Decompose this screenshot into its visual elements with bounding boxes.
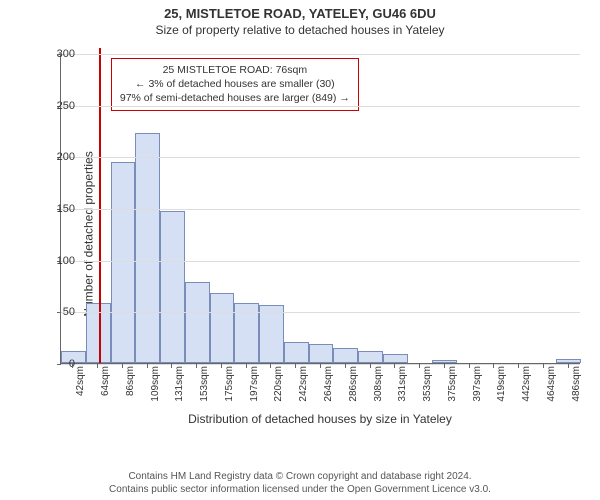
histogram-bar <box>383 354 408 363</box>
histogram-bar <box>358 351 383 363</box>
plot-area: 25 MISTLETOE ROAD: 76sqm ← 3% of detache… <box>60 54 580 364</box>
x-tick-label: 464sqm <box>546 366 557 402</box>
x-tick-label: 153sqm <box>199 366 210 402</box>
x-tick-label: 220sqm <box>273 366 284 402</box>
chart-area: Number of detached properties 25 MISTLET… <box>0 44 600 424</box>
histogram-bar <box>160 211 185 363</box>
x-tick-label: 197sqm <box>249 366 260 402</box>
x-tick-label: 442sqm <box>521 366 532 402</box>
x-tick-label: 264sqm <box>323 366 334 402</box>
x-tick-label: 175sqm <box>224 366 235 402</box>
x-tick-label: 242sqm <box>298 366 309 402</box>
gridline <box>61 54 580 55</box>
gridline <box>61 209 580 210</box>
histogram-bar <box>432 360 457 363</box>
gridline <box>61 261 580 262</box>
y-tick-label: 200 <box>45 151 75 163</box>
x-tick-label: 397sqm <box>472 366 483 402</box>
x-tick-label: 131sqm <box>174 366 185 402</box>
x-tick-label: 42sqm <box>75 366 86 396</box>
x-tick-label: 353sqm <box>422 366 433 402</box>
x-axis-label: Distribution of detached houses by size … <box>60 412 580 426</box>
histogram-bar <box>135 133 160 363</box>
annotation-line-2: ← 3% of detached houses are smaller (30) <box>120 77 350 91</box>
annotation-box: 25 MISTLETOE ROAD: 76sqm ← 3% of detache… <box>111 58 359 111</box>
histogram-bar <box>556 359 581 363</box>
histogram-bar <box>111 162 136 364</box>
marker-line <box>99 48 101 363</box>
histogram-bar <box>185 282 210 363</box>
y-tick-label: 300 <box>45 48 75 60</box>
x-tick-label: 331sqm <box>397 366 408 402</box>
y-tick-label: 150 <box>45 203 75 215</box>
footer-line-1: Contains HM Land Registry data © Crown c… <box>0 470 600 483</box>
histogram-bar <box>210 293 235 363</box>
x-tick-label: 64sqm <box>100 366 111 396</box>
y-tick-label: 0 <box>45 358 75 370</box>
gridline <box>61 312 580 313</box>
x-tick-label: 109sqm <box>150 366 161 402</box>
chart-subtitle: Size of property relative to detached ho… <box>0 21 600 41</box>
histogram-bar <box>333 348 358 364</box>
annotation-line-3: 97% of semi-detached houses are larger (… <box>120 91 350 105</box>
footer-line-2: Contains public sector information licen… <box>0 483 600 496</box>
x-tick-label: 308sqm <box>373 366 384 402</box>
histogram-bar <box>284 342 309 363</box>
y-tick-label: 250 <box>45 100 75 112</box>
x-tick-label: 86sqm <box>125 366 136 396</box>
gridline <box>61 157 580 158</box>
y-tick-label: 100 <box>45 255 75 267</box>
y-tick-label: 50 <box>45 306 75 318</box>
x-tick-label: 286sqm <box>348 366 359 402</box>
histogram-bar <box>309 344 334 363</box>
footer: Contains HM Land Registry data © Crown c… <box>0 470 600 496</box>
x-tick-label: 486sqm <box>571 366 582 402</box>
gridline <box>61 106 580 107</box>
x-tick-label: 419sqm <box>496 366 507 402</box>
histogram-bar <box>259 305 284 363</box>
chart-title: 25, MISTLETOE ROAD, YATELEY, GU46 6DU <box>0 0 600 21</box>
annotation-line-1: 25 MISTLETOE ROAD: 76sqm <box>120 63 350 77</box>
x-tick-label: 375sqm <box>447 366 458 402</box>
